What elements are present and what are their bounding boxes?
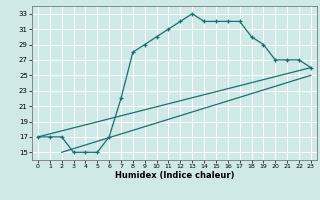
X-axis label: Humidex (Indice chaleur): Humidex (Indice chaleur) bbox=[115, 171, 234, 180]
